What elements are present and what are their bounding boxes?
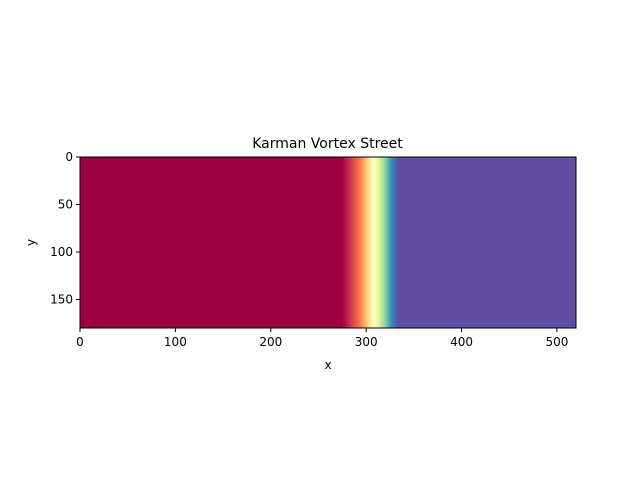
y-axis-ticks: 0 50 100 150 — [50, 150, 80, 307]
x-tick-label: 400 — [450, 335, 473, 349]
y-tick-label: 150 — [50, 293, 73, 307]
y-tick-label: 50 — [58, 198, 73, 212]
x-tick-label: 100 — [164, 335, 187, 349]
y-tick-label: 100 — [50, 245, 73, 259]
x-tick-label: 500 — [545, 335, 568, 349]
plot-frame — [79, 156, 577, 329]
x-tick-label: 300 — [355, 335, 378, 349]
chart-title: Karman Vortex Street — [252, 136, 403, 152]
x-tick-label: 0 — [76, 335, 84, 349]
x-axis-ticks: 0 100 200 300 400 500 — [76, 328, 568, 349]
y-axis-label: y — [24, 239, 38, 246]
y-tick-label: 0 — [65, 150, 73, 164]
heatmap-image — [80, 157, 576, 328]
x-axis-label: x — [324, 358, 331, 372]
x-tick-label: 200 — [259, 335, 282, 349]
